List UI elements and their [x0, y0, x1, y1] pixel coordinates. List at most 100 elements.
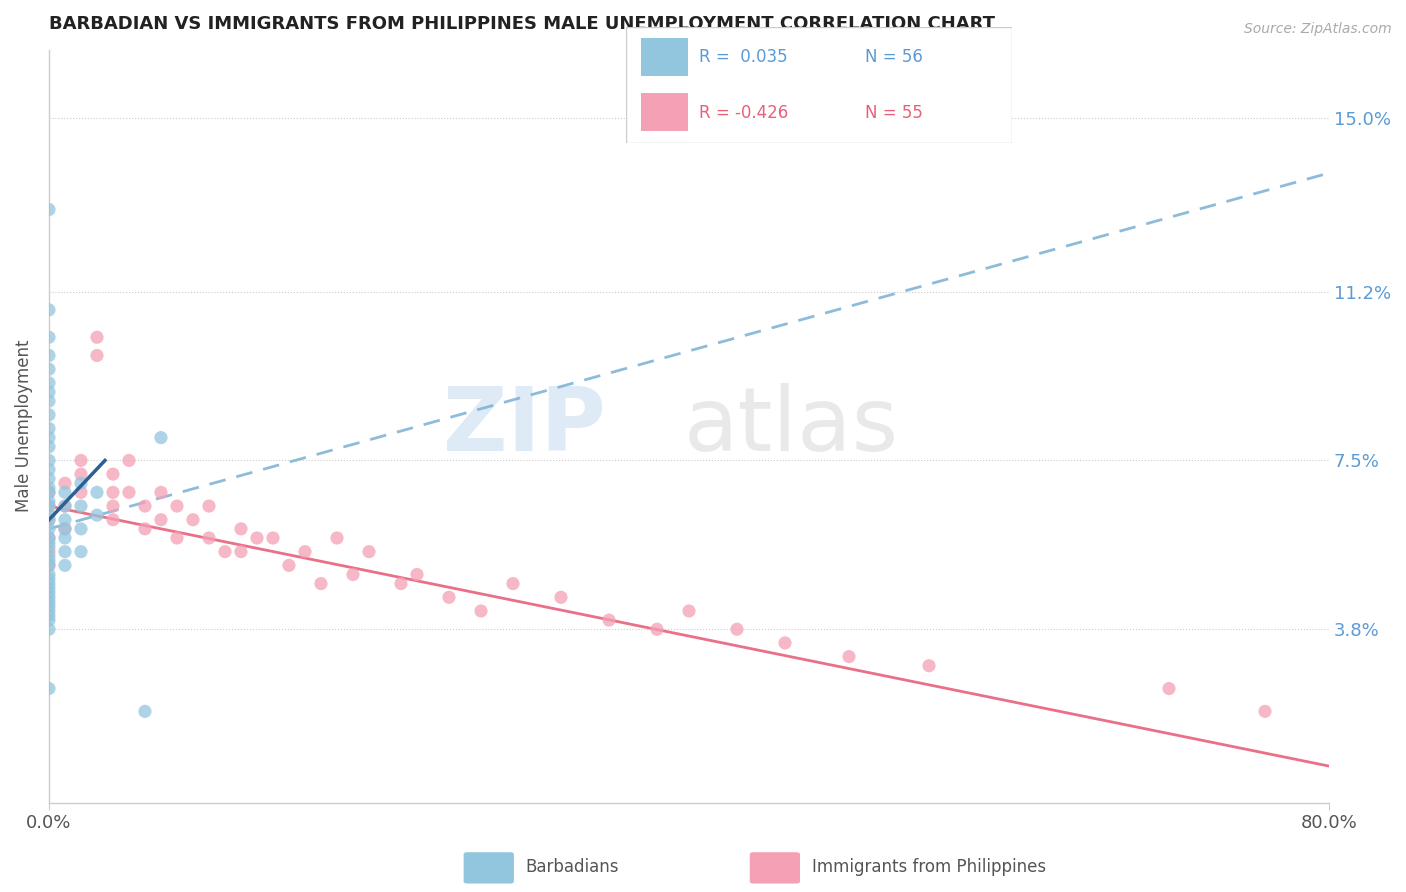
Text: Barbadians: Barbadians	[526, 858, 619, 877]
Text: N = 55: N = 55	[866, 103, 924, 121]
Point	[38, 472, 60, 486]
Point	[166, 531, 188, 545]
Point	[118, 453, 141, 467]
Point	[118, 485, 141, 500]
Point	[70, 485, 93, 500]
Point	[38, 549, 60, 564]
Point	[38, 485, 60, 500]
Point	[437, 591, 460, 605]
Point	[149, 513, 172, 527]
Point	[70, 453, 93, 467]
Text: R = -0.426: R = -0.426	[699, 103, 789, 121]
Point	[326, 531, 349, 545]
Point	[38, 485, 60, 500]
Point	[38, 554, 60, 568]
Point	[38, 376, 60, 390]
Point	[38, 394, 60, 409]
Point	[357, 544, 380, 558]
Point	[38, 453, 60, 467]
Point	[38, 440, 60, 454]
Point	[53, 485, 76, 500]
Point	[134, 499, 156, 513]
Point	[342, 567, 364, 582]
Text: N = 56: N = 56	[866, 48, 924, 67]
Point	[53, 522, 76, 536]
Point	[53, 476, 76, 491]
Point	[38, 608, 60, 623]
Point	[645, 622, 668, 636]
Point	[53, 522, 76, 536]
Point	[38, 522, 60, 536]
Point	[134, 704, 156, 718]
Point	[38, 462, 60, 476]
Point	[53, 558, 76, 573]
Point	[38, 421, 60, 435]
Point	[38, 513, 60, 527]
Point	[38, 681, 60, 696]
Text: ZIP: ZIP	[443, 383, 606, 470]
Y-axis label: Male Unemployment: Male Unemployment	[15, 340, 32, 513]
Point	[70, 544, 93, 558]
Point	[38, 508, 60, 523]
Point	[53, 499, 76, 513]
Point	[38, 362, 60, 376]
Point	[38, 572, 60, 586]
Point	[38, 531, 60, 545]
Point	[38, 613, 60, 627]
Point	[101, 485, 124, 500]
FancyBboxPatch shape	[749, 852, 800, 883]
Point	[198, 499, 221, 513]
Point	[86, 330, 108, 344]
Point	[70, 476, 93, 491]
Point	[38, 384, 60, 399]
FancyBboxPatch shape	[641, 38, 688, 76]
Point	[38, 535, 60, 549]
Point	[38, 544, 60, 558]
Point	[38, 540, 60, 554]
Point	[550, 591, 572, 605]
Text: atlas: atlas	[683, 383, 898, 470]
Point	[309, 576, 332, 591]
Point	[725, 622, 748, 636]
Point	[38, 494, 60, 508]
Point	[198, 531, 221, 545]
Point	[773, 636, 796, 650]
Point	[38, 330, 60, 344]
Point	[101, 499, 124, 513]
Point	[246, 531, 269, 545]
Point	[214, 544, 236, 558]
Point	[38, 558, 60, 573]
Point	[38, 581, 60, 595]
Point	[38, 202, 60, 217]
Point	[229, 522, 252, 536]
FancyBboxPatch shape	[641, 94, 688, 131]
Point	[470, 604, 492, 618]
Point	[1157, 681, 1180, 696]
Point	[149, 431, 172, 445]
Point	[294, 544, 316, 558]
Point	[38, 558, 60, 573]
Text: BARBADIAN VS IMMIGRANTS FROM PHILIPPINES MALE UNEMPLOYMENT CORRELATION CHART: BARBADIAN VS IMMIGRANTS FROM PHILIPPINES…	[49, 15, 995, 33]
Point	[678, 604, 700, 618]
Point	[134, 522, 156, 536]
Point	[406, 567, 429, 582]
Point	[38, 604, 60, 618]
Point	[38, 499, 60, 513]
Point	[38, 349, 60, 363]
Point	[38, 531, 60, 545]
Point	[38, 576, 60, 591]
Point	[86, 485, 108, 500]
Point	[1254, 704, 1277, 718]
Point	[38, 591, 60, 605]
Text: R =  0.035: R = 0.035	[699, 48, 787, 67]
Point	[598, 613, 620, 627]
Point	[229, 544, 252, 558]
Point	[38, 567, 60, 582]
Point	[53, 531, 76, 545]
Point	[86, 508, 108, 523]
Point	[70, 467, 93, 482]
Text: Immigrants from Philippines: Immigrants from Philippines	[811, 858, 1046, 877]
FancyBboxPatch shape	[626, 27, 1012, 143]
Point	[38, 585, 60, 599]
Point	[53, 513, 76, 527]
